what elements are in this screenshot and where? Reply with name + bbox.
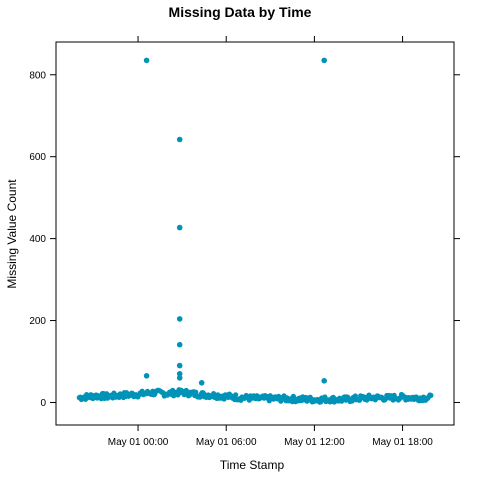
data-point [176,371,183,377]
y-axis-right [454,74,460,403]
y-tick-label: 0 [40,398,46,409]
plot-panel [55,41,455,426]
x-tick-label: May 01 12:00 [284,437,345,448]
x-axis-label: Time Stamp [220,458,285,472]
x-tick-label: May 01 18:00 [372,437,433,448]
x-tick-label: May 01 00:00 [108,437,169,448]
plot-frame [55,41,455,426]
data-point [176,362,183,369]
data-point [176,316,183,322]
data-point [321,57,328,64]
x-axis-top [137,36,404,42]
x-axis-bottom: May 01 00:00 May 01 06:00 May 01 12:00 May … [108,425,433,448]
data-point [176,341,183,348]
data-point [176,136,183,143]
data-point [193,389,199,395]
y-tick-label: 800 [29,70,46,81]
data-points [76,57,434,405]
data-point [198,380,205,386]
data-point [233,392,239,398]
data-point [176,375,183,381]
x-tick-label: May 01 06:00 [196,437,257,448]
y-axis-left: 0 200 400 600 800 [29,70,56,409]
data-point [143,57,150,64]
data-point [143,373,150,379]
y-axis-label: Missing Value Count [5,179,19,289]
y-tick-label: 600 [29,152,46,163]
data-point [176,224,183,231]
chart-title: Missing Data by Time [169,4,312,20]
data-point [428,392,434,398]
data-point [321,378,328,384]
y-tick-label: 200 [29,316,46,327]
y-tick-label: 400 [29,234,46,245]
